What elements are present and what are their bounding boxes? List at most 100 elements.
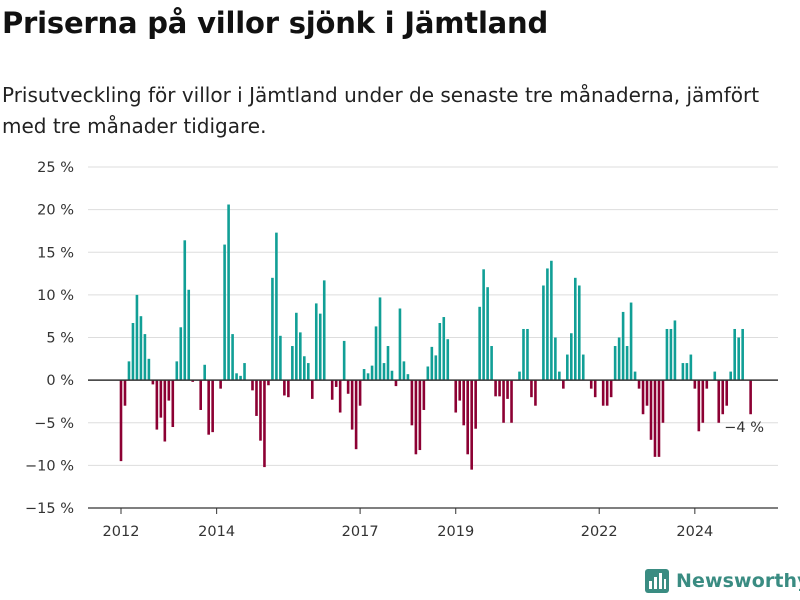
bar	[482, 269, 485, 381]
bar	[382, 363, 386, 381]
bar	[139, 316, 143, 381]
bar	[478, 306, 481, 381]
bar	[458, 380, 462, 401]
bar	[673, 320, 677, 381]
bar	[386, 346, 390, 381]
bar	[211, 380, 214, 433]
bar	[362, 369, 366, 381]
brand-logo: Newsworthy	[644, 568, 800, 594]
bar	[713, 371, 717, 381]
bar	[330, 380, 334, 400]
bar	[275, 232, 278, 381]
x-tick-label: 2024	[676, 524, 713, 540]
bar	[310, 380, 314, 399]
bar	[566, 354, 569, 381]
gridlines	[88, 166, 778, 466]
bar	[223, 244, 226, 381]
bar	[581, 354, 585, 381]
bar	[617, 337, 621, 381]
bar	[601, 380, 605, 406]
bar	[442, 317, 446, 381]
y-tick-label: −10 %	[25, 458, 74, 474]
bar	[239, 375, 242, 381]
bar	[334, 380, 338, 387]
bar	[354, 380, 358, 450]
bar	[498, 380, 501, 397]
bar	[163, 380, 167, 442]
bar	[123, 380, 127, 406]
bar	[314, 303, 318, 381]
bar	[470, 380, 473, 470]
bar	[641, 380, 645, 415]
chart-title: Priserna på villor sjönk i Jämtland	[2, 6, 549, 40]
bar	[231, 334, 234, 381]
bar	[350, 380, 354, 430]
bar	[219, 380, 222, 389]
bar	[191, 380, 195, 382]
bar	[135, 294, 139, 381]
bar	[406, 374, 410, 381]
bar	[346, 380, 350, 394]
bar	[338, 380, 342, 413]
bar	[685, 363, 689, 381]
bar	[199, 380, 202, 410]
bar	[255, 380, 258, 416]
bar	[502, 380, 505, 423]
brand-name: Newsworthy	[676, 570, 800, 592]
bar	[518, 371, 521, 381]
bar	[279, 335, 282, 381]
bar	[589, 380, 593, 389]
bar	[207, 380, 210, 435]
x-tick-label: 2022	[581, 524, 618, 540]
bar	[522, 328, 525, 381]
bar	[322, 280, 326, 381]
bar	[171, 380, 175, 428]
bar	[263, 380, 266, 468]
bar	[629, 302, 633, 381]
bar-chart: 25 % 20 % 15 % 10 % 5 % 0 % −5 % −10 % −15 % 201…	[25, 160, 778, 540]
bar	[577, 285, 581, 381]
x-tick-label: 2017	[342, 524, 379, 540]
bar	[637, 380, 641, 389]
bar	[725, 380, 729, 406]
bar	[669, 328, 673, 381]
bar	[390, 370, 394, 381]
bar	[147, 358, 151, 381]
bar	[729, 371, 732, 381]
bar	[227, 204, 230, 381]
bar	[546, 268, 549, 381]
bar	[271, 277, 274, 381]
y-axis-ticks: 25 % 20 % 15 % 10 % 5 % 0 % −5 % −10 % −15 %	[25, 160, 74, 517]
bar	[422, 380, 426, 410]
last-value-annotation: −4 %	[724, 420, 764, 436]
bars	[119, 204, 752, 470]
bar	[466, 380, 469, 455]
bar	[418, 380, 422, 451]
bar	[131, 323, 135, 381]
newsworthy-logo-icon	[645, 569, 669, 593]
bar	[287, 380, 290, 398]
bar	[159, 380, 163, 418]
bar	[394, 380, 398, 387]
bar	[681, 363, 685, 381]
x-tick-label: 2019	[437, 524, 474, 540]
bar	[721, 380, 725, 415]
bar	[570, 333, 573, 381]
bar	[490, 346, 493, 381]
bar	[558, 371, 561, 381]
bar	[438, 323, 442, 381]
bar	[446, 339, 450, 381]
bar	[526, 328, 529, 381]
bar	[693, 380, 697, 389]
bar	[342, 340, 346, 381]
bar	[562, 380, 565, 389]
bar	[705, 380, 709, 389]
bar	[235, 373, 238, 381]
bar	[167, 380, 171, 401]
x-tick-label: 2014	[198, 524, 235, 540]
bar	[259, 380, 262, 441]
bar	[187, 289, 191, 381]
bar	[530, 380, 533, 398]
bar	[510, 380, 513, 423]
bar	[550, 260, 553, 381]
